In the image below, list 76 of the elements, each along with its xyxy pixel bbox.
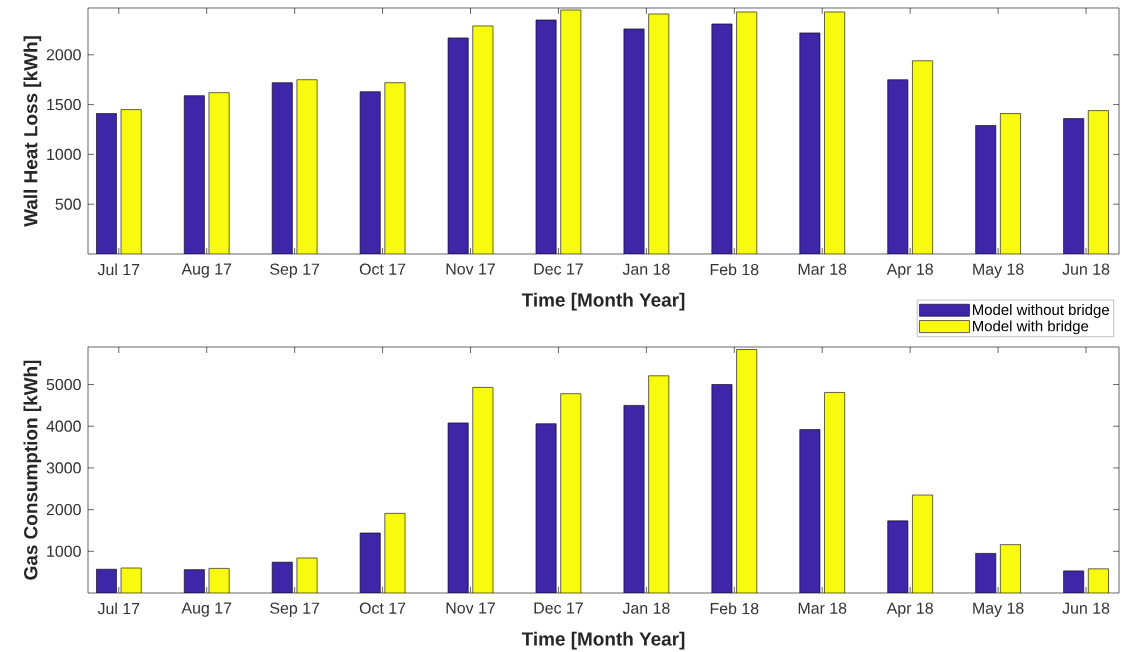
x-tick-label: May 18 (973, 263, 1024, 278)
x-tick-label: Jun 18 (1062, 263, 1110, 275)
y-tick-label: 3000 (46, 462, 81, 474)
bar (736, 349, 758, 593)
x-tick-label: Aug 17 (181, 263, 232, 278)
bar (1000, 544, 1021, 593)
bar (208, 92, 230, 254)
x-tick-label: Oct 17 (359, 602, 406, 614)
bar (384, 513, 406, 593)
x-axis-title: Time [Month Year] (521, 292, 685, 311)
y-tick-label: 1500 (47, 98, 81, 111)
bar (736, 11, 758, 254)
bar (472, 25, 494, 254)
bar (1087, 110, 1109, 254)
x-tick-label: Oct 17 (359, 263, 406, 275)
y-tick-label: 500 (55, 198, 81, 210)
bar (560, 393, 582, 593)
x-tick-label: Dec 17 (534, 263, 583, 275)
y-axis-title: Gas Consumption [kWh] (23, 360, 42, 580)
bar (120, 109, 142, 254)
legend-label: Model with bridge (972, 320, 1089, 335)
x-tick-label: Jan 18 (622, 263, 670, 275)
x-tick-label: Sep 17 (270, 263, 320, 278)
bar (975, 553, 997, 593)
bar (1063, 118, 1085, 254)
bar (975, 125, 997, 254)
x-tick-label: Sep 17 (270, 602, 320, 617)
bar (359, 91, 381, 254)
x-tick-label: Jan 18 (622, 602, 670, 614)
bar (359, 532, 381, 593)
x-tick-label: Jun 18 (1062, 602, 1110, 614)
bar (271, 82, 293, 254)
y-tick-label: 1000 (47, 148, 81, 161)
x-tick-label: Nov 17 (446, 602, 495, 614)
bar (887, 79, 909, 254)
bar (824, 11, 846, 254)
bar (912, 60, 933, 254)
y-tick-label: 2000 (46, 49, 81, 61)
y-tick-label: 4000 (46, 420, 81, 432)
x-tick-label: Mar 18 (798, 602, 847, 614)
bar (648, 13, 670, 254)
bar (799, 429, 821, 593)
x-tick-label: Jul 17 (97, 602, 140, 615)
bar (711, 384, 733, 593)
bar (535, 19, 557, 254)
x-tick-label: Mar 18 (798, 263, 847, 275)
bar (887, 520, 909, 593)
x-tick-label: Aug 17 (181, 602, 232, 617)
bar (96, 113, 117, 254)
y-tick-label: 1000 (47, 545, 81, 557)
bar (447, 37, 469, 254)
bar (183, 95, 205, 254)
bar (711, 23, 733, 254)
bar (560, 9, 582, 254)
x-tick-label: Dec 17 (534, 602, 583, 614)
bar (1000, 113, 1021, 254)
bar (648, 375, 670, 593)
bar (384, 82, 406, 254)
x-tick-label: Apr 18 (886, 263, 933, 278)
x-tick-label: Jul 17 (97, 263, 140, 276)
y-tick-label: 2000 (46, 503, 81, 516)
x-axis-title: Time [Month Year] (521, 631, 685, 650)
bar (799, 32, 821, 254)
x-tick-label: Apr 18 (886, 602, 933, 617)
bar (912, 494, 933, 593)
bar (447, 422, 469, 593)
x-tick-label: Feb 18 (710, 602, 759, 615)
bar (535, 423, 557, 593)
y-axis-title: Wall Heat Loss [kWh] (23, 36, 42, 227)
y-tick-label: 5000 (46, 378, 81, 391)
x-tick-label: Nov 17 (446, 263, 495, 275)
x-tick-label: Feb 18 (710, 263, 759, 276)
x-tick-label: May 18 (973, 602, 1024, 617)
legend-label: Model without bridge (972, 304, 1109, 318)
bar (824, 392, 846, 593)
bar (472, 387, 494, 593)
